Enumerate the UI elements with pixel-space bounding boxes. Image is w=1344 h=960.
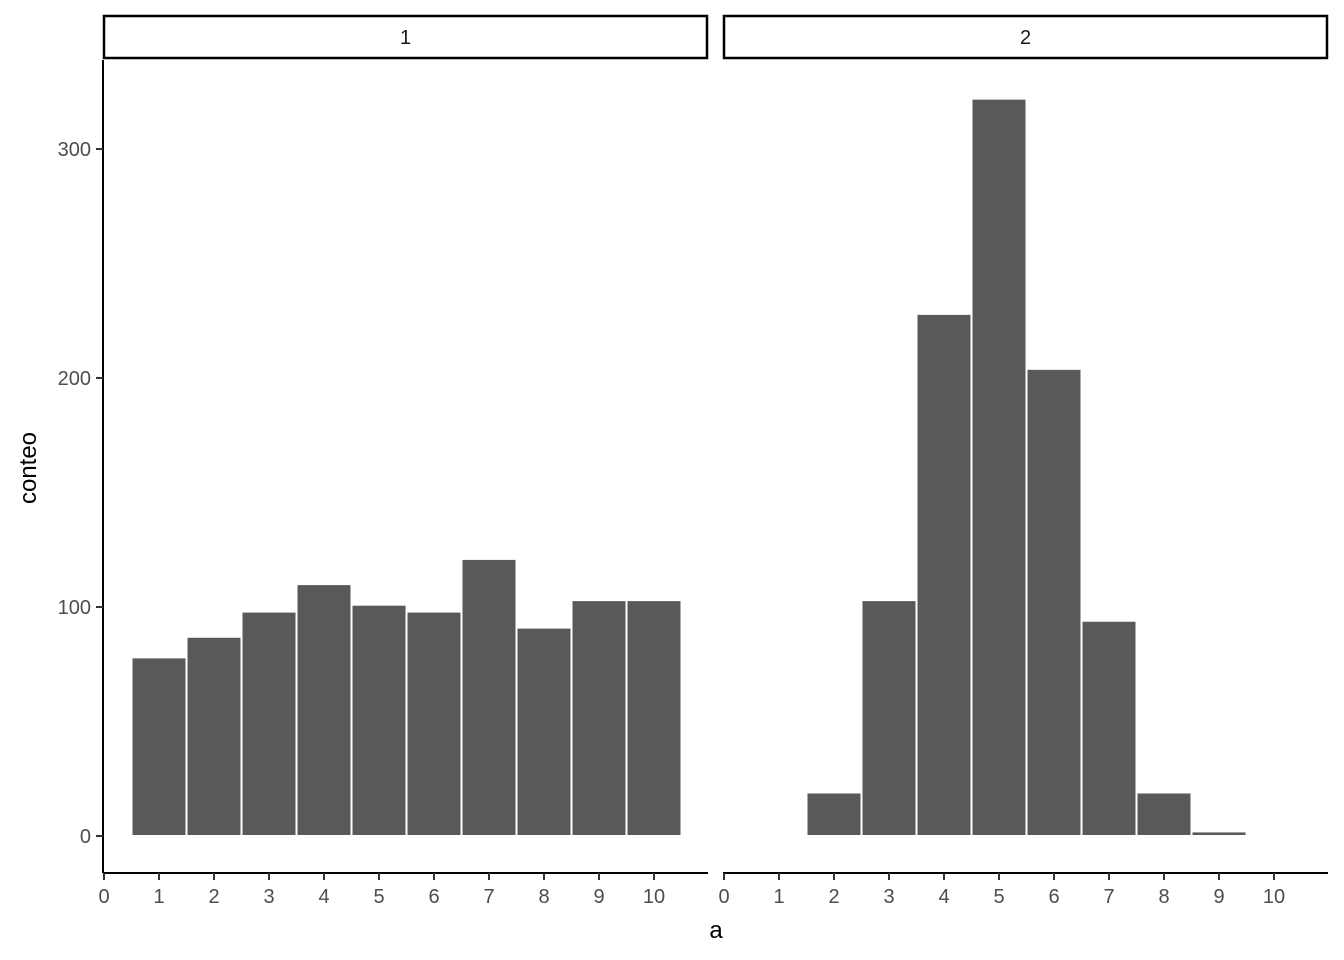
- x-tick-label-panel2-0: 0: [718, 886, 729, 908]
- x-tick-label-panel1-3: 3: [263, 886, 274, 908]
- bar-panel2-bin2: [805, 791, 863, 837]
- bar-panel1-bin3: [240, 610, 298, 838]
- facet-strip-label-1: 1: [400, 27, 411, 49]
- x-tick-label-panel1-7: 7: [483, 886, 494, 908]
- x-tick-label-panel1-4: 4: [318, 886, 329, 908]
- y-tick-label-300: 300: [58, 139, 91, 161]
- x-tick-label-panel2-1: 1: [773, 886, 784, 908]
- x-tick-label-panel2-6: 6: [1048, 886, 1059, 908]
- x-tick-label-panel2-2: 2: [828, 886, 839, 908]
- bar-panel2-bin4: [915, 312, 973, 837]
- x-tick-label-panel1-6: 6: [428, 886, 439, 908]
- x-tick-label-panel1-2: 2: [208, 886, 219, 908]
- bar-panel1-bin7: [460, 557, 518, 837]
- bar-panel2-bin8: [1135, 791, 1193, 837]
- x-tick-label-panel2-8: 8: [1158, 886, 1169, 908]
- bar-panel2-bin6: [1025, 367, 1083, 837]
- x-tick-label-panel2-10: 10: [1263, 886, 1285, 908]
- x-tick-label-panel2-7: 7: [1103, 886, 1114, 908]
- x-tick-label-panel1-10: 10: [643, 886, 665, 908]
- bar-panel1-bin5: [350, 603, 408, 838]
- x-tick-label-panel1-5: 5: [373, 886, 384, 908]
- bar-panel1-bin4: [295, 583, 353, 837]
- bar-panel1-bin8: [515, 626, 573, 837]
- x-tick-label-panel2-4: 4: [938, 886, 949, 908]
- bar-panel1-bin2: [185, 635, 243, 838]
- x-axis-title: a: [709, 917, 723, 944]
- bar-panel1-bin9: [570, 599, 628, 837]
- bars-layer: [130, 97, 1248, 838]
- bar-panel2-bin5: [970, 97, 1028, 838]
- bar-panel2-bin9: [1190, 830, 1248, 837]
- y-tick-label-0: 0: [80, 826, 91, 848]
- y-tick-label-100: 100: [58, 597, 91, 619]
- x-tick-label-panel2-5: 5: [993, 886, 1004, 908]
- bar-panel1-bin10: [625, 599, 683, 837]
- y-tick-label-200: 200: [58, 368, 91, 390]
- bar-panel2-bin7: [1080, 619, 1138, 837]
- facet-strip-1: [102, 14, 709, 60]
- y-axis-title: conteo: [15, 432, 42, 504]
- x-tick-label-panel1-1: 1: [153, 886, 164, 908]
- bar-panel1-bin1: [130, 656, 188, 837]
- x-tick-label-panel1-9: 9: [593, 886, 604, 908]
- facet-strip-2: [722, 14, 1329, 60]
- bar-panel2-bin3: [860, 599, 918, 837]
- facet-strip-label-2: 2: [1020, 27, 1031, 49]
- x-tick-label-panel1-0: 0: [98, 886, 109, 908]
- x-tick-label-panel2-3: 3: [883, 886, 894, 908]
- x-tick-label-panel1-8: 8: [538, 886, 549, 908]
- bar-panel1-bin6: [405, 610, 463, 838]
- x-tick-label-panel2-9: 9: [1213, 886, 1224, 908]
